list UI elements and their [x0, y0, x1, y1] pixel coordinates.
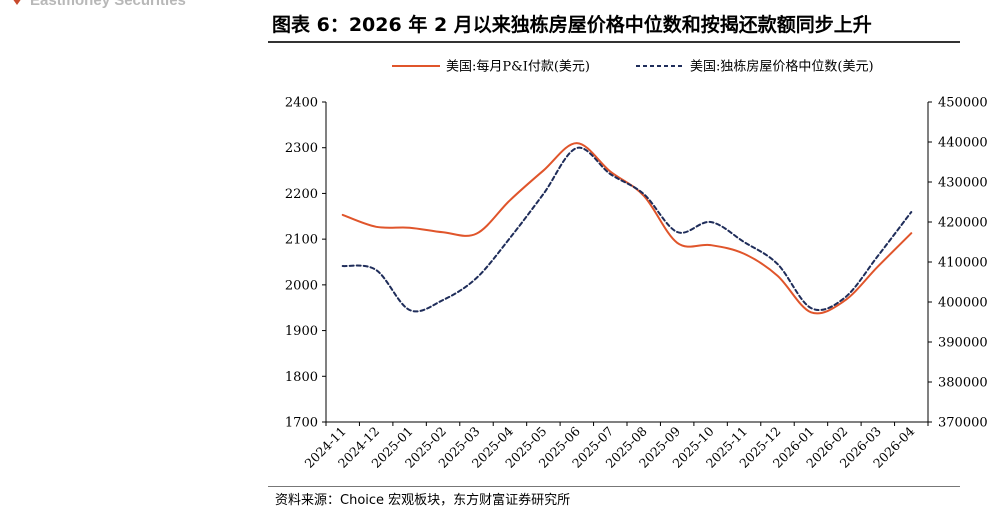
y-left-tick-label: 2100 [285, 233, 318, 248]
y-right-tick-label: 400000 [938, 296, 988, 311]
y-right-tick-label: 370000 [938, 416, 988, 431]
figure-title: 图表 6：2026 年 2 月以来独栋房屋价格中位数和按揭还款额同步上升 [272, 14, 872, 36]
y-right-tick-label: 450000 [938, 96, 988, 111]
legend-label-1: 美国:每月P&I付款(美元) [446, 59, 590, 75]
y-left-tick-label: 2300 [285, 141, 318, 156]
legend-label-2: 美国:独栋房屋价格中位数(美元) [690, 59, 874, 75]
y-left-tick-label: 1900 [285, 324, 318, 339]
source-note: 资料来源：Choice 宏观板块，东方财富证券研究所 [275, 493, 571, 508]
series-line-2 [341, 146, 913, 313]
y-left-tick-label: 2400 [285, 96, 318, 111]
y-right-tick-label: 420000 [938, 216, 988, 231]
y-right-tick-label: 380000 [938, 376, 988, 391]
y-right-tick-label: 410000 [938, 256, 988, 271]
chart-plot-area [341, 142, 913, 315]
y-left-tick-label: 2200 [285, 187, 318, 202]
series-line-1 [341, 142, 913, 315]
brand-name: Eastmoney Securities [30, 0, 186, 9]
brand-logo-icon [12, 0, 22, 5]
y-right-tick-label: 430000 [938, 176, 988, 191]
title-divider [268, 41, 960, 43]
y-right-tick-label: 440000 [938, 136, 988, 151]
y-left-tick-label: 1700 [285, 416, 318, 431]
chart-axes: 1700 1800 1900 2000 2100 2200 2300 2400 370000 38… [285, 96, 988, 471]
chart-legend: 美国:每月P&I付款(美元) 美国:独栋房屋价格中位数(美元) [392, 59, 874, 75]
y-right-tick-label: 390000 [938, 336, 988, 351]
y-left-tick-label: 1800 [285, 370, 318, 385]
y-left-tick-label: 2000 [285, 278, 318, 293]
source-divider [268, 486, 960, 487]
